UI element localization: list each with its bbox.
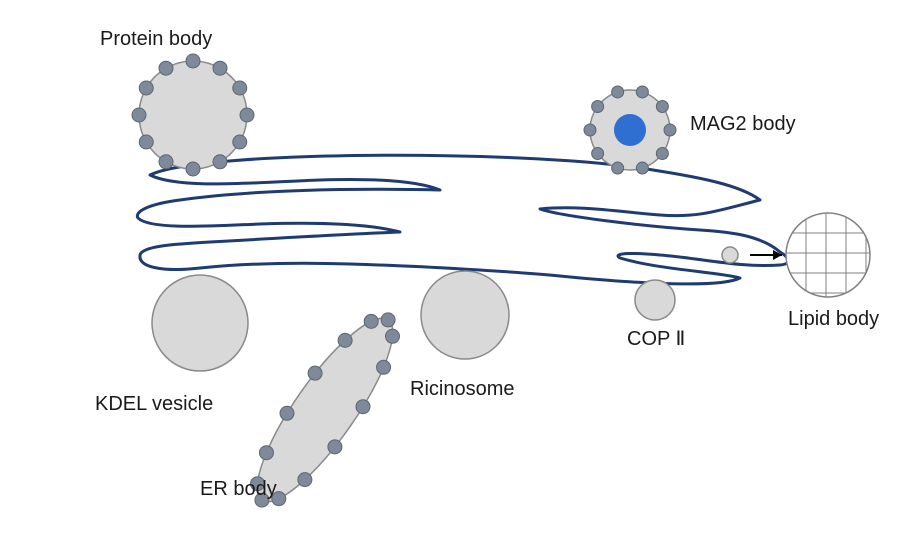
- protein-body: [132, 54, 254, 176]
- label-mag2-body: MAG2 body: [690, 113, 796, 135]
- endoplasmic-reticulum: [137, 155, 788, 284]
- label-kdel-vesicle: KDEL vesicle: [95, 393, 213, 415]
- label-ricinosome: Ricinosome: [410, 378, 514, 400]
- kdel-vesicle: [152, 275, 248, 371]
- label-er-body: ER body: [200, 478, 277, 500]
- label-protein-body: Protein body: [100, 28, 212, 50]
- label-cop2: COP Ⅱ: [627, 328, 685, 350]
- cop2-vesicle: [635, 280, 675, 320]
- ricinosome: [421, 271, 509, 359]
- diagram-canvas: Protein body MAG2 body Lipid body COP Ⅱ …: [0, 0, 918, 553]
- lipid-bud: [722, 247, 738, 263]
- label-lipid-body: Lipid body: [788, 308, 879, 330]
- mag2-body: [584, 86, 676, 174]
- lipid-body: [786, 213, 870, 297]
